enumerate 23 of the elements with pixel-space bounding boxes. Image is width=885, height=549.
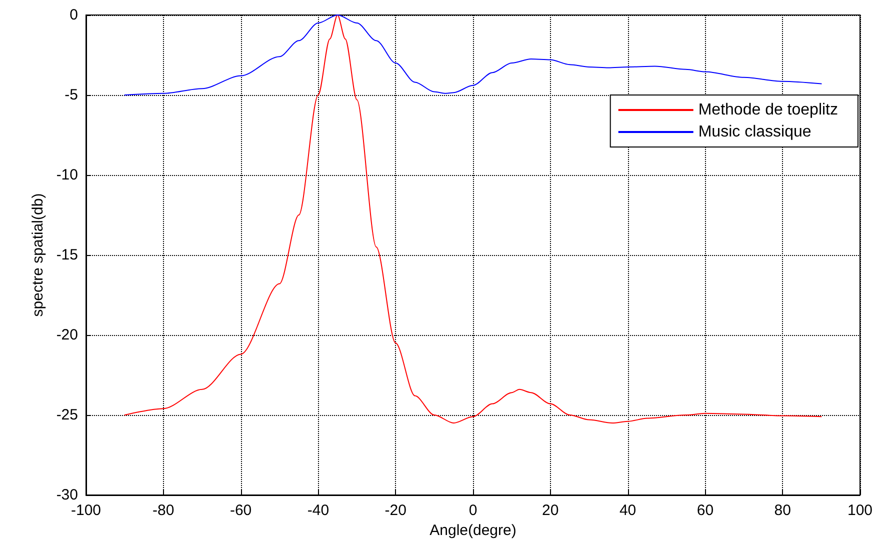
x-tick-label: 40 bbox=[619, 502, 636, 519]
y-tick-label: 0 bbox=[70, 6, 78, 24]
line-series bbox=[124, 14, 822, 96]
x-axis-title: Angle(degre) bbox=[430, 522, 516, 539]
legend-label: Music classique bbox=[698, 124, 812, 140]
x-tick-label: 60 bbox=[696, 502, 714, 519]
y-tick-label: -30 bbox=[56, 486, 78, 504]
x-tick-label: -60 bbox=[230, 502, 252, 519]
x-tick-label: 20 bbox=[542, 502, 559, 519]
x-tick-label: -100 bbox=[70, 502, 102, 519]
y-tick-label: -20 bbox=[56, 326, 78, 344]
y-tick-label: -15 bbox=[56, 246, 78, 264]
x-tick-label: 0 bbox=[468, 502, 478, 519]
x-tick-label: 80 bbox=[774, 502, 791, 519]
y-tick-label: -5 bbox=[64, 86, 78, 104]
x-tick-label: -80 bbox=[152, 502, 174, 519]
y-tick-label: -25 bbox=[56, 406, 78, 424]
x-tick-label: -40 bbox=[307, 502, 330, 519]
x-tick-label: 100 bbox=[847, 502, 873, 519]
legend-label: Methode de toeplitz bbox=[698, 102, 838, 118]
y-tick-label: -10 bbox=[56, 166, 78, 184]
x-tick-label: -20 bbox=[384, 502, 406, 519]
y-axis-title: spectre spatial(db) bbox=[29, 193, 46, 317]
